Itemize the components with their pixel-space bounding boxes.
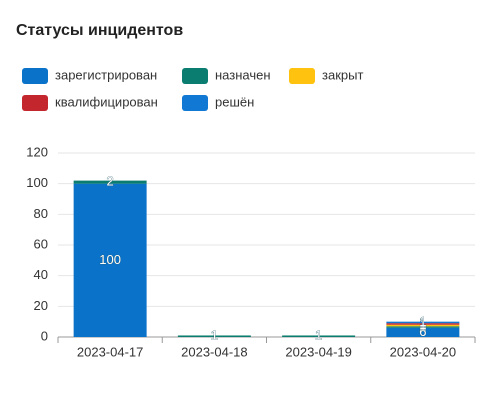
x-tick-label: 2023-04-20: [390, 344, 457, 359]
y-tick-label: 120: [26, 144, 48, 159]
y-tick-label: 40: [34, 267, 48, 282]
data-label: 6: [419, 324, 426, 339]
y-tick-label: 80: [34, 206, 48, 221]
bar-segment: [386, 321, 460, 324]
bar-segment: [386, 324, 460, 327]
y-tick-label: 100: [26, 175, 48, 190]
bar-segment: [386, 326, 460, 328]
legend-label: решён: [215, 94, 254, 109]
y-tick-label: 20: [34, 298, 48, 313]
bar-segment: [386, 327, 460, 337]
bar-segment: [73, 183, 147, 337]
data-label: 2: [107, 174, 114, 189]
data-label: 1: [419, 314, 426, 329]
x-tick-label: 2023-04-18: [181, 344, 248, 359]
legend-swatch: [182, 68, 208, 84]
data-label: 1: [211, 328, 218, 343]
x-tick-label: 2023-04-17: [77, 344, 144, 359]
legend-label: назначен: [215, 67, 271, 82]
x-tick-label: 2023-04-19: [285, 344, 352, 359]
bar-segment: [73, 180, 147, 184]
legend-swatch: [289, 68, 315, 84]
data-label: 1: [315, 328, 322, 343]
legend-swatch: [182, 95, 208, 111]
legend-swatch: [22, 68, 48, 84]
bar-segment: [386, 323, 460, 325]
bar-segment: [177, 335, 251, 337]
bar-segment: [282, 335, 356, 337]
data-label: 100: [99, 252, 121, 267]
legend-label: зарегистрирован: [55, 67, 157, 82]
legend-label: квалифицирован: [55, 94, 158, 109]
y-tick-label: 60: [34, 236, 48, 251]
chart-title: Статусы инцидентов: [16, 22, 183, 39]
y-tick-label: 0: [41, 328, 48, 343]
legend-label: закрыт: [322, 67, 363, 82]
legend-swatch: [22, 95, 48, 111]
